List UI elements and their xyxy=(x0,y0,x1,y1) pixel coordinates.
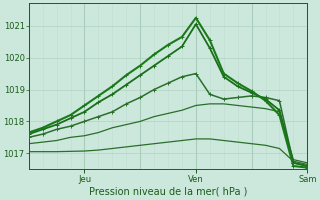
X-axis label: Pression niveau de la mer( hPa ): Pression niveau de la mer( hPa ) xyxy=(89,187,247,197)
